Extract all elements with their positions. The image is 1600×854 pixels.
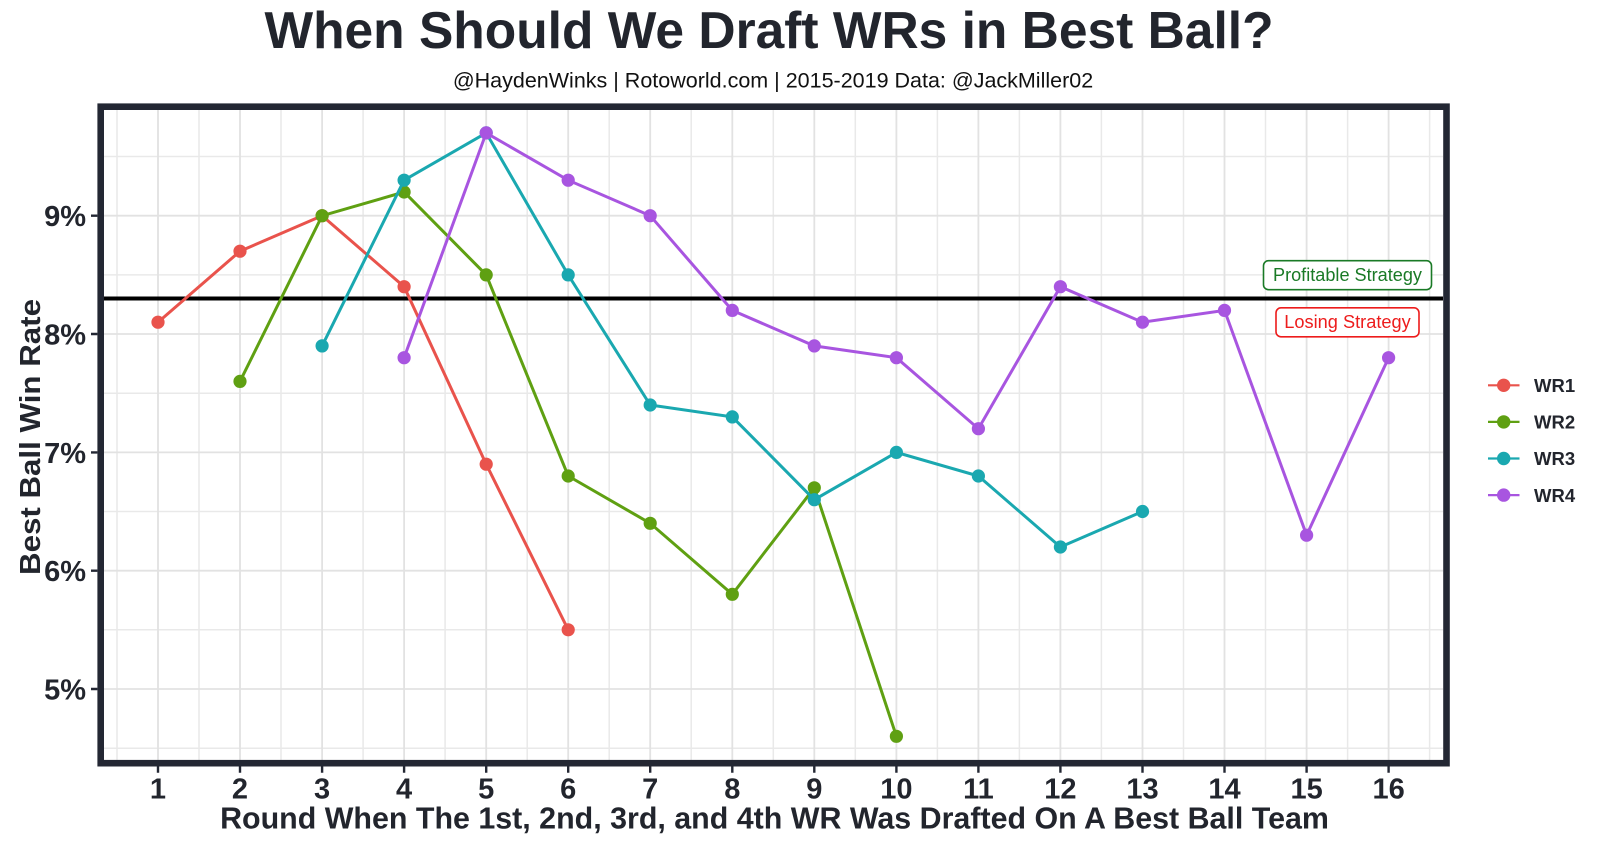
svg-text:6: 6 [560,774,576,806]
svg-text:1: 1 [150,774,166,806]
svg-text:14: 14 [1208,774,1240,806]
svg-text:WR2: WR2 [1534,412,1575,433]
svg-text:11: 11 [963,774,994,806]
svg-text:5: 5 [478,774,494,806]
svg-text:Best Ball Win Rate: Best Ball Win Rate [15,299,47,575]
svg-text:WR3: WR3 [1534,448,1575,469]
svg-text:13: 13 [1126,774,1158,806]
svg-text:4: 4 [396,774,412,806]
svg-text:Losing Strategy: Losing Strategy [1284,311,1411,332]
svg-text:Profitable Strategy: Profitable Strategy [1273,264,1423,285]
svg-text:WR1: WR1 [1534,375,1575,396]
svg-text:WR4: WR4 [1534,485,1576,506]
svg-text:@HaydenWinks | Rotoworld.com |: @HaydenWinks | Rotoworld.com | 2015-2019… [453,69,1093,93]
svg-text:3: 3 [314,774,330,806]
svg-text:9: 9 [806,774,822,806]
svg-text:12: 12 [1044,774,1076,806]
svg-text:15: 15 [1290,774,1322,806]
svg-text:10: 10 [880,774,912,806]
svg-text:2: 2 [232,774,248,806]
svg-text:9%: 9% [44,201,86,233]
svg-text:5%: 5% [44,674,86,706]
svg-text:8%: 8% [44,319,86,351]
svg-text:6%: 6% [44,556,86,588]
svg-text:8: 8 [724,774,740,806]
svg-text:7%: 7% [44,438,86,470]
svg-text:16: 16 [1372,774,1404,806]
svg-text:Round When The 1st, 2nd, 3rd,: Round When The 1st, 2nd, 3rd, and 4th WR… [220,801,1329,835]
svg-text:7: 7 [642,774,658,806]
svg-text:When Should We Draft WRs in Be: When Should We Draft WRs in Best Ball? [264,1,1273,59]
